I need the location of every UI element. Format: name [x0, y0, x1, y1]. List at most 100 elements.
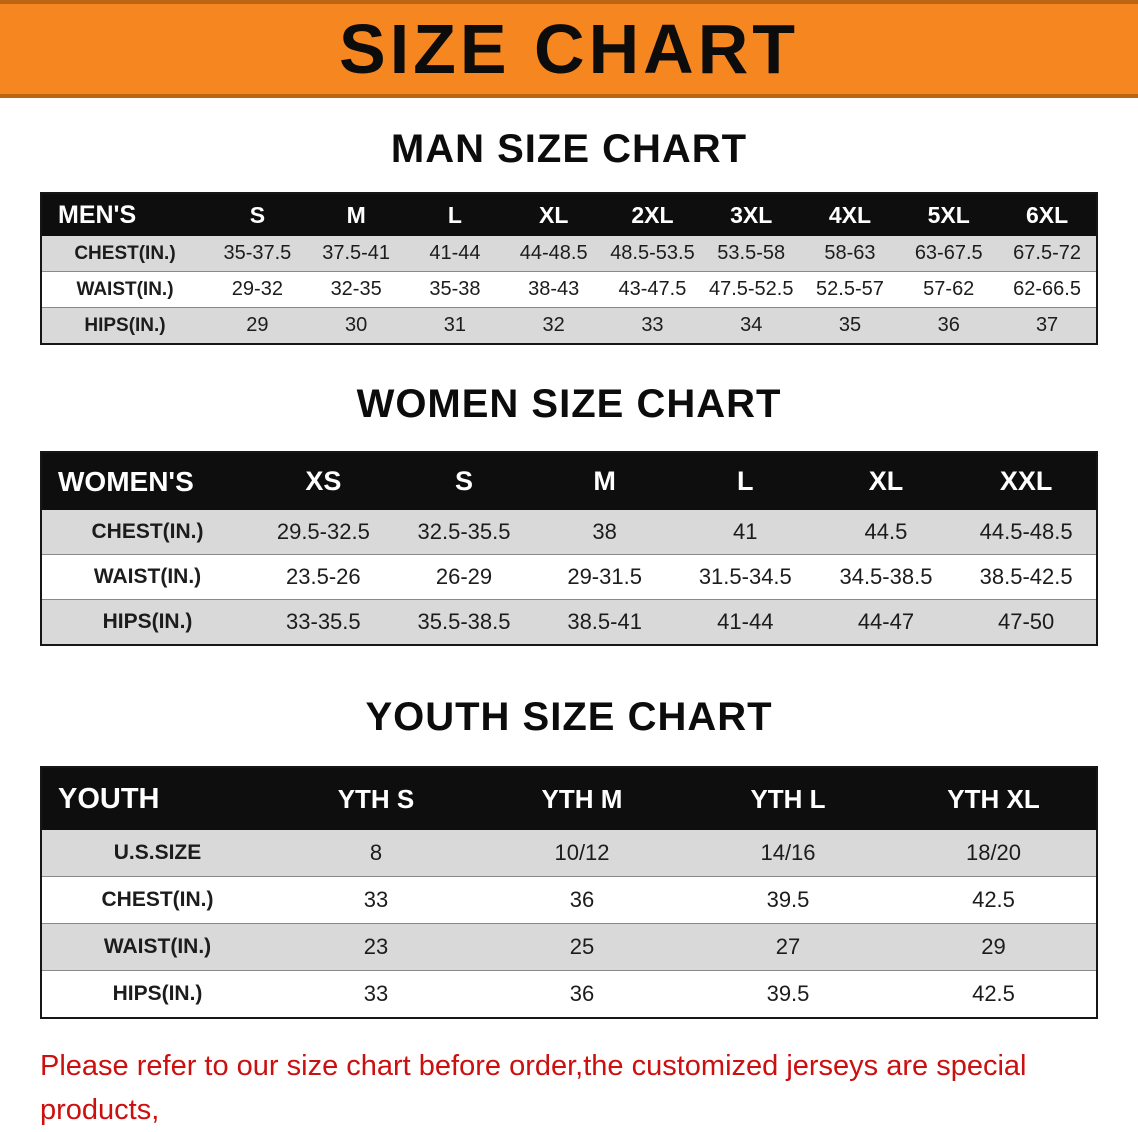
size-table-header-row: MEN'S S M L XL 2XL 3XL 4XL 5XL 6XL — [41, 193, 1097, 236]
size-value-cell: 29-32 — [231, 278, 283, 300]
disclaimer-line-1: Please refer to our size chart before or… — [40, 1050, 1027, 1126]
size-value-cell: 29.5-32.5 — [276, 519, 370, 544]
row-label: WAIST(IN.) — [93, 565, 202, 588]
size-value-cell: 35.5-38.5 — [417, 609, 511, 634]
row-label: CHEST(IN.) — [101, 888, 214, 911]
size-value-cell: 52.5-57 — [816, 278, 884, 300]
size-value-cell: 41-44 — [429, 242, 481, 264]
row-label: HIPS(IN.) — [84, 314, 166, 336]
row-label: HIPS(IN.) — [112, 982, 203, 1005]
size-value-cell: 47.5-52.5 — [708, 278, 794, 300]
size-value-cell: 33 — [363, 887, 389, 912]
size-column-header: YTH XL — [891, 767, 1097, 830]
size-value-cell: 53.5-58 — [717, 242, 786, 264]
men-section-heading: MAN SIZE CHART — [390, 127, 748, 171]
size-column-header: L — [674, 452, 816, 510]
size-column-header: S — [208, 193, 307, 236]
table-corner-label: WOMEN'S — [41, 452, 253, 510]
size-column-header: M — [306, 193, 406, 236]
size-value-cell: 14/16 — [760, 840, 816, 865]
measurement-row: U.S.SIZE 8 10/12 14/16 18/20 — [41, 830, 1097, 877]
size-table-head: WOMEN'S XS S M L XL XXL — [41, 452, 1097, 510]
row-label: HIPS(IN.) — [102, 610, 193, 633]
size-value-cell: 37 — [1035, 314, 1059, 336]
size-column-header: 3XL — [701, 193, 801, 236]
size-table-header-row: YOUTH YTH S YTH M YTH L YTH XL — [41, 767, 1097, 830]
row-label: CHEST(IN.) — [74, 242, 176, 264]
men-size-chart-section: MAN SIZE CHART MEN'S S M L XL 2XL 3XL 4XL 5XL 6XL… — [0, 126, 1138, 345]
size-column-header: S — [393, 452, 535, 510]
size-value-cell: 38.5-42.5 — [979, 564, 1073, 589]
page-title: SIZE CHART — [339, 10, 799, 88]
size-column-header: XL — [815, 452, 957, 510]
size-column-header: 4XL — [800, 193, 900, 236]
size-table-body: U.S.SIZE 8 10/12 14/16 18/20 CHEST(IN.) 33 36 39… — [41, 830, 1097, 1018]
size-value-cell: 30 — [345, 314, 368, 336]
size-value-cell: 62-66.5 — [1013, 278, 1081, 300]
size-value-cell: 36 — [569, 887, 595, 912]
row-label: U.S.SIZE — [113, 841, 202, 864]
women-section-heading: WOMEN SIZE CHART — [356, 382, 782, 426]
size-value-cell: 38-43 — [528, 278, 580, 300]
size-value-cell: 67.5-72 — [1013, 242, 1081, 264]
size-value-cell: 57-62 — [923, 278, 975, 300]
size-value-cell: 44-47 — [857, 609, 915, 634]
measurement-row: HIPS(IN.) 33 36 39.5 42.5 — [41, 970, 1097, 1018]
size-value-cell: 42.5 — [972, 981, 1015, 1006]
size-table-head: MEN'S S M L XL 2XL 3XL 4XL 5XL 6XL — [41, 193, 1097, 236]
size-value-cell: 10/12 — [554, 840, 610, 865]
women-size-table: WOMEN'S XS S M L XL XXL CHEST(IN.) 29.5-32.5 32.5… — [40, 451, 1098, 646]
size-column-header: M — [534, 452, 675, 510]
size-column-header: L — [405, 193, 505, 236]
row-label: WAIST(IN.) — [103, 935, 212, 958]
size-value-cell: 33 — [363, 981, 389, 1006]
men-size-table: MEN'S S M L XL 2XL 3XL 4XL 5XL 6XL CHEST(IN.) 35-37… — [40, 192, 1098, 345]
banner: SIZE CHART — [0, 0, 1138, 98]
size-value-cell: 44.5-48.5 — [979, 519, 1073, 544]
measurement-row: CHEST(IN.) 29.5-32.5 32.5-35.5 38 41 44.5 44.5… — [41, 510, 1097, 555]
size-value-cell: 29-31.5 — [567, 564, 642, 589]
size-value-cell: 39.5 — [766, 887, 810, 912]
size-value-cell: 18/20 — [965, 840, 1022, 865]
size-table: YOUTH YTH S YTH M YTH L YTH XL U.S.SIZE 8 10/12… — [40, 766, 1098, 1019]
size-value-cell: 41-44 — [717, 609, 774, 634]
size-value-cell: 48.5-53.5 — [610, 242, 695, 264]
size-value-cell: 8 — [369, 840, 383, 865]
size-value-cell: 41 — [733, 519, 758, 544]
measurement-row: CHEST(IN.) 33 36 39.5 42.5 — [41, 876, 1097, 924]
size-value-cell: 29 — [981, 934, 1006, 959]
size-value-cell: 33 — [641, 314, 664, 336]
size-table: MEN'S S M L XL 2XL 3XL 4XL 5XL 6XL CHEST(IN.) 35-37… — [40, 192, 1098, 345]
size-value-cell: 44-48.5 — [519, 242, 588, 264]
size-value-cell: 35 — [838, 314, 862, 336]
table-corner-label: MEN'S — [41, 193, 208, 236]
measurement-row: CHEST(IN.) 35-37.5 37.5-41 41-44 44-48.5 48.5… — [41, 236, 1097, 272]
measurement-row: WAIST(IN.) 23 25 27 29 — [41, 923, 1097, 971]
women-size-chart-section: WOMEN SIZE CHART WOMEN'S XS S M L XL XXL CHEST(… — [0, 381, 1138, 646]
size-value-cell: 29 — [246, 314, 269, 336]
measurement-row: HIPS(IN.) 33-35.5 35.5-38.5 38.5-41 41-44 44-… — [41, 599, 1097, 645]
size-value-cell: 32 — [542, 314, 565, 336]
size-table-header-row: WOMEN'S XS S M L XL XXL — [41, 452, 1097, 510]
measurement-row: WAIST(IN.) 29-32 32-35 35-38 38-43 43-47.5 47.… — [41, 271, 1097, 308]
size-column-header: 2XL — [603, 193, 702, 236]
size-value-cell: 39.5 — [766, 981, 810, 1006]
size-value-cell: 58-63 — [824, 242, 876, 264]
size-column-header: XS — [253, 452, 394, 510]
size-table: WOMEN'S XS S M L XL XXL CHEST(IN.) 29.5-32.5 32.5… — [40, 451, 1098, 646]
size-column-header: YTH S — [273, 767, 479, 830]
size-value-cell: 63-67.5 — [914, 242, 983, 264]
size-table-body: CHEST(IN.) 29.5-32.5 32.5-35.5 38 41 44.5 44.5… — [41, 510, 1097, 645]
size-value-cell: 32.5-35.5 — [417, 519, 511, 544]
measurement-row: WAIST(IN.) 23.5-26 26-29 29-31.5 31.5-34.5 34… — [41, 554, 1097, 600]
size-value-cell: 34 — [740, 314, 763, 336]
size-value-cell: 37.5-41 — [322, 242, 391, 264]
size-column-header: YTH M — [479, 767, 685, 830]
size-value-cell: 38.5-41 — [567, 609, 642, 634]
row-label: WAIST(IN.) — [76, 278, 174, 300]
size-value-cell: 47-50 — [998, 609, 1055, 634]
size-value-cell: 23.5-26 — [286, 564, 361, 589]
size-column-header: XXL — [956, 452, 1097, 510]
size-value-cell: 25 — [569, 934, 595, 959]
